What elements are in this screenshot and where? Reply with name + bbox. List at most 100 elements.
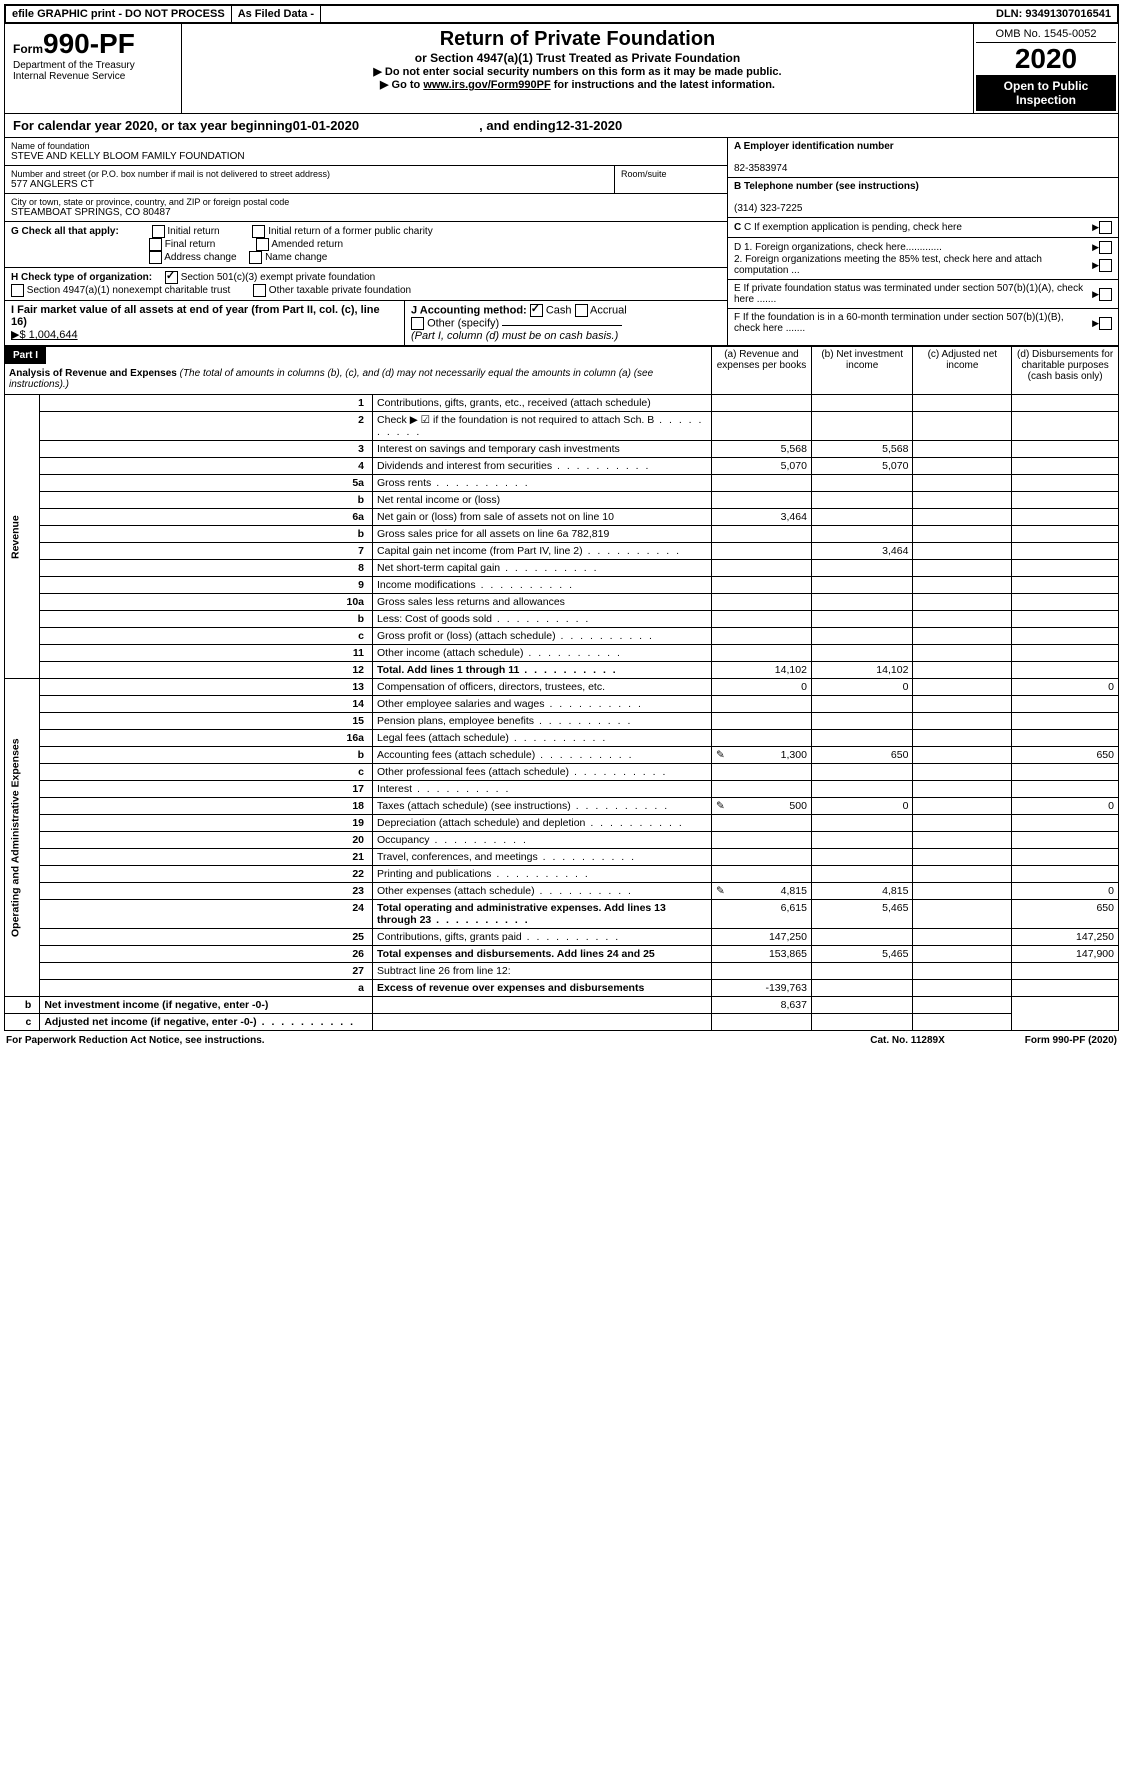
cell-value: 0 bbox=[811, 679, 913, 696]
cell-value bbox=[712, 594, 812, 611]
tax-year: 2020 bbox=[976, 43, 1116, 75]
row-description: Income modifications bbox=[373, 577, 712, 594]
cell-value bbox=[712, 781, 812, 798]
instr-line1: ▶ Do not enter social security numbers o… bbox=[186, 65, 969, 78]
cell-value: 14,102 bbox=[712, 662, 812, 679]
cell-value bbox=[913, 946, 1012, 963]
cell-value: 5,070 bbox=[811, 458, 913, 475]
table-row: 25Contributions, gifts, grants paid147,2… bbox=[5, 929, 1119, 946]
row-number: 19 bbox=[40, 815, 373, 832]
attachment-icon[interactable]: ✎ bbox=[716, 885, 725, 897]
calendar-year-row: For calendar year 2020, or tax year begi… bbox=[4, 114, 1119, 138]
table-row: cOther professional fees (attach schedul… bbox=[5, 764, 1119, 781]
fmv-value: ▶$ 1,004,644 bbox=[11, 329, 78, 341]
checkbox-initial-return[interactable] bbox=[152, 225, 165, 238]
cell-value: 5,070 bbox=[712, 458, 812, 475]
row-number: 6a bbox=[40, 509, 373, 526]
irs-link[interactable]: www.irs.gov/Form990PF bbox=[423, 79, 550, 91]
row-number: 10a bbox=[40, 594, 373, 611]
cell-value bbox=[712, 849, 812, 866]
cell-value bbox=[811, 628, 913, 645]
row-number: 11 bbox=[40, 645, 373, 662]
checkbox-cash[interactable] bbox=[530, 304, 543, 317]
form-number: 990-PF bbox=[43, 28, 135, 59]
row-description: Depreciation (attach schedule) and deple… bbox=[373, 815, 712, 832]
cell-value: 5,465 bbox=[811, 900, 913, 929]
checkbox-4947a1[interactable] bbox=[11, 284, 24, 297]
cell-value bbox=[913, 526, 1012, 543]
row-number: 18 bbox=[40, 798, 373, 815]
cell-value bbox=[1012, 832, 1119, 849]
footer-left: For Paperwork Reduction Act Notice, see … bbox=[6, 1035, 265, 1046]
expenses-section-label: Operating and Administrative Expenses bbox=[5, 679, 40, 997]
row-description: Accounting fees (attach schedule) bbox=[373, 747, 712, 764]
cell-value bbox=[712, 866, 812, 883]
cell-value bbox=[1012, 980, 1119, 997]
checkbox-address-change[interactable] bbox=[149, 251, 162, 264]
table-row: 7Capital gain net income (from Part IV, … bbox=[5, 543, 1119, 560]
table-row: 22Printing and publications bbox=[5, 866, 1119, 883]
checkbox-f[interactable] bbox=[1099, 317, 1112, 330]
row-number: b bbox=[40, 492, 373, 509]
checkbox-name-change[interactable] bbox=[249, 251, 262, 264]
cell-value bbox=[811, 997, 913, 1014]
cell-value bbox=[913, 662, 1012, 679]
cell-value bbox=[913, 883, 1012, 900]
ein-label: A Employer identification number bbox=[734, 141, 894, 152]
top-bar: efile GRAPHIC print - DO NOT PROCESS As … bbox=[4, 4, 1119, 24]
row-number: 3 bbox=[40, 441, 373, 458]
checkbox-other-method[interactable] bbox=[411, 317, 424, 330]
attachment-icon[interactable]: ✎ bbox=[716, 800, 725, 812]
cell-value: 14,102 bbox=[811, 662, 913, 679]
section-i: I Fair market value of all assets at end… bbox=[5, 301, 405, 345]
cell-value bbox=[1012, 475, 1119, 492]
checkbox-accrual[interactable] bbox=[575, 304, 588, 317]
row-number: 9 bbox=[40, 577, 373, 594]
checkbox-501c3[interactable] bbox=[165, 271, 178, 284]
info-grid: Name of foundation STEVE AND KELLY BLOOM… bbox=[4, 138, 1119, 346]
cell-value: 147,250 bbox=[712, 929, 812, 946]
row-description: Other income (attach schedule) bbox=[373, 645, 712, 662]
row-description: Total. Add lines 1 through 11 bbox=[373, 662, 712, 679]
checkbox-final-return[interactable] bbox=[149, 238, 162, 251]
checkbox-e[interactable] bbox=[1099, 288, 1112, 301]
cell-value bbox=[1012, 543, 1119, 560]
checkbox-amended[interactable] bbox=[256, 238, 269, 251]
checkbox-initial-former[interactable] bbox=[252, 225, 265, 238]
cell-value bbox=[712, 832, 812, 849]
checkbox-c[interactable] bbox=[1099, 221, 1112, 234]
cell-value bbox=[1012, 412, 1119, 441]
cell-value bbox=[811, 980, 913, 997]
cell-value: 650 bbox=[1012, 900, 1119, 929]
cell-value bbox=[712, 526, 812, 543]
checkbox-other-taxable[interactable] bbox=[253, 284, 266, 297]
attachment-icon[interactable]: ✎ bbox=[716, 749, 725, 761]
cell-value bbox=[913, 492, 1012, 509]
checkbox-d2[interactable] bbox=[1099, 259, 1112, 272]
cell-value bbox=[913, 1014, 1012, 1031]
row-description: Contributions, gifts, grants paid bbox=[373, 929, 712, 946]
cell-value: ✎500 bbox=[712, 798, 812, 815]
cell-value bbox=[913, 475, 1012, 492]
col-c-header: (c) Adjusted net income bbox=[913, 347, 1012, 395]
cell-value bbox=[811, 781, 913, 798]
table-row: 8Net short-term capital gain bbox=[5, 560, 1119, 577]
checkbox-d1[interactable] bbox=[1099, 241, 1112, 254]
cell-value bbox=[913, 543, 1012, 560]
table-row: Revenue1Contributions, gifts, grants, et… bbox=[5, 395, 1119, 412]
table-row: 16aLegal fees (attach schedule) bbox=[5, 730, 1119, 747]
table-row: 18Taxes (attach schedule) (see instructi… bbox=[5, 798, 1119, 815]
dln: DLN: 93491307016541 bbox=[990, 6, 1117, 22]
row-description: Other professional fees (attach schedule… bbox=[373, 764, 712, 781]
row-description: Dividends and interest from securities bbox=[373, 458, 712, 475]
cell-value bbox=[913, 713, 1012, 730]
cell-value bbox=[1012, 526, 1119, 543]
table-row: 20Occupancy bbox=[5, 832, 1119, 849]
table-row: 12Total. Add lines 1 through 1114,10214,… bbox=[5, 662, 1119, 679]
cell-value bbox=[811, 929, 913, 946]
addr-label: Number and street (or P.O. box number if… bbox=[11, 169, 608, 179]
cell-value bbox=[712, 764, 812, 781]
cell-value: 153,865 bbox=[712, 946, 812, 963]
row-number: 12 bbox=[40, 662, 373, 679]
cell-value: 0 bbox=[1012, 798, 1119, 815]
